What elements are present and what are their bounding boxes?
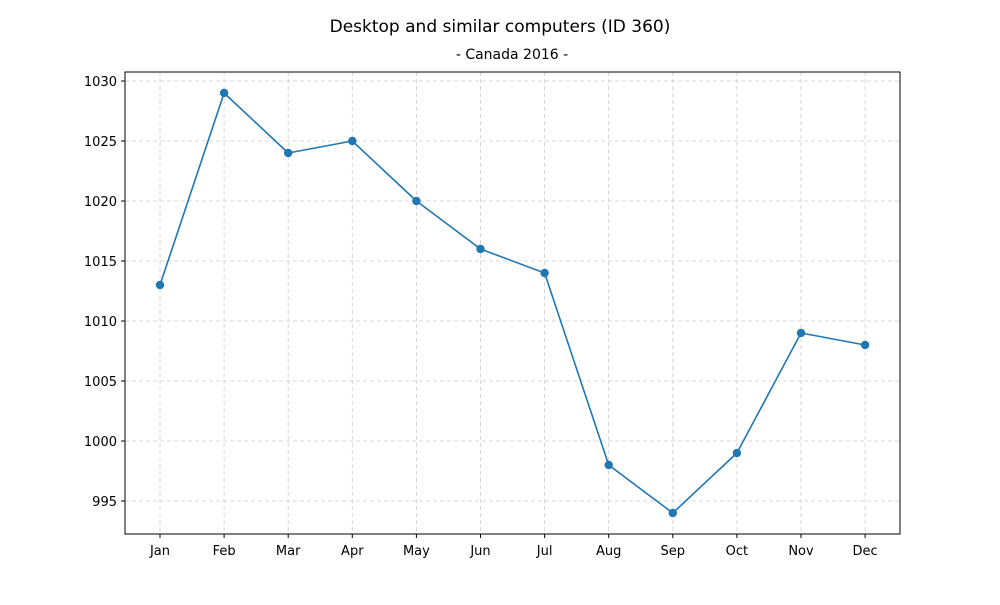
y-tick-label: 1000 [84, 435, 117, 450]
data-point [796, 328, 806, 338]
series-line [159, 92, 866, 514]
data-point [860, 340, 870, 350]
y-tick-label: 1030 [84, 75, 117, 90]
y-tick-label: 1015 [84, 255, 117, 270]
data-point [732, 448, 742, 458]
data-point [668, 508, 677, 518]
x-tick-label: Apr [341, 544, 364, 559]
data-point [348, 136, 357, 146]
grid [125, 72, 900, 534]
data-point [155, 280, 165, 290]
data-point [604, 460, 613, 470]
chart-subtitle: - Canada 2016 - [456, 47, 568, 63]
x-tick-label: Jul [536, 544, 553, 559]
x-tick-label: May [403, 544, 430, 559]
x-tick-label: Jun [469, 544, 490, 559]
data-point [476, 244, 485, 254]
x-tick-label: Dec [853, 544, 878, 559]
y-tick-label: 1010 [84, 315, 117, 330]
x-tick-label: Aug [596, 544, 621, 559]
x-tick-label: Nov [788, 544, 814, 559]
axis-ticks: Jan Feb Mar Apr May Jun Jul Aug Sep Oct Nov Dec 995 1… [84, 75, 878, 559]
y-tick-label: 1005 [84, 375, 117, 390]
data-point [219, 88, 229, 98]
series [155, 88, 870, 518]
x-tick-label: Mar [276, 544, 301, 559]
x-tick-label: Oct [726, 544, 748, 559]
y-tick-label: 1025 [84, 135, 117, 150]
plot-area-frame [124, 71, 901, 535]
data-point [284, 148, 293, 158]
x-tick-label: Jan [149, 544, 170, 559]
data-point [540, 268, 549, 278]
x-tick-label: Sep [661, 544, 686, 559]
y-tick-label: 1020 [84, 195, 117, 210]
x-tick-label: Feb [213, 544, 236, 559]
y-tick-label: 995 [92, 495, 117, 510]
chart-title: Desktop and similar computers (ID 360) [330, 17, 671, 37]
data-point [412, 196, 421, 206]
